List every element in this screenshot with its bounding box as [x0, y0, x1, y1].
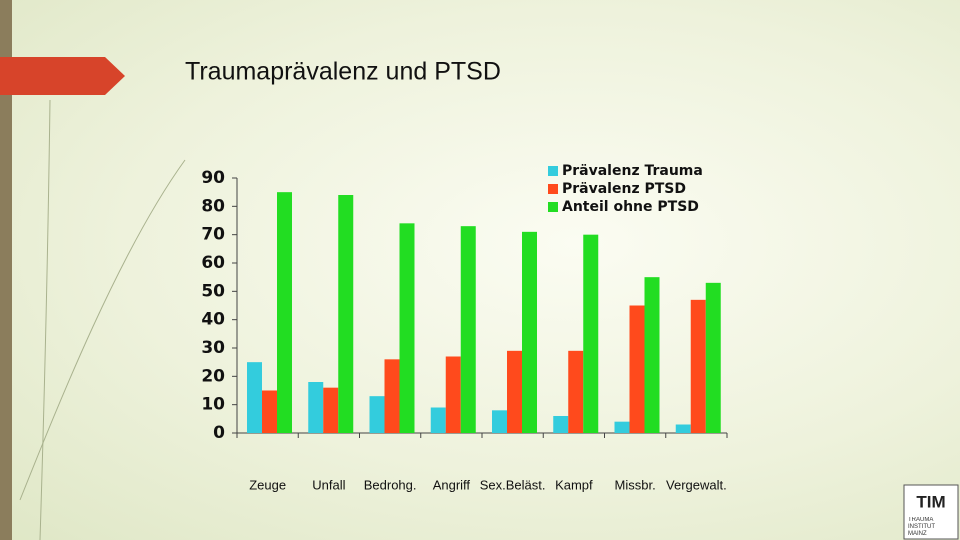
- bar: [323, 387, 339, 433]
- bar: [553, 416, 569, 433]
- bar: [338, 195, 354, 433]
- logo: [903, 484, 959, 540]
- x-tick-label: Unfall: [312, 477, 345, 492]
- bar: [247, 362, 262, 433]
- decor: [39, 99, 51, 540]
- chart-title: Traumaprävalenz und PTSD: [185, 58, 501, 86]
- bar: [262, 390, 277, 433]
- y-tick-label: 60: [201, 253, 225, 273]
- bar: [507, 350, 522, 433]
- bar: [492, 410, 507, 433]
- y-tick-label: 70: [201, 225, 225, 245]
- y-tick-label: 0: [213, 423, 225, 443]
- bar: [675, 424, 691, 433]
- legend-label: Prävalenz PTSD: [562, 181, 686, 197]
- y-tick-label: 20: [201, 366, 225, 386]
- x-tick-label: Kampf: [555, 477, 593, 492]
- bar: [308, 382, 324, 433]
- decor: [19, 159, 186, 501]
- y-tick-label: 80: [201, 196, 225, 216]
- legend-label: Anteil ohne PTSD: [562, 199, 699, 215]
- bar: [277, 192, 292, 433]
- x-tick-label: Zeuge: [249, 477, 286, 492]
- y-tick-label: 40: [201, 310, 225, 330]
- side-stripe: [0, 0, 12, 540]
- x-tick-label: Missbr.: [615, 477, 656, 492]
- bar: [644, 277, 660, 433]
- bar: [460, 226, 476, 433]
- y-tick-label: 90: [201, 168, 225, 188]
- title-arrow: [0, 57, 125, 95]
- legend-swatch: [548, 202, 558, 212]
- bar: [583, 234, 599, 433]
- bar: [705, 282, 721, 433]
- bar: [369, 396, 385, 433]
- y-tick-label: 30: [201, 338, 225, 358]
- y-tick-label: 10: [201, 395, 225, 415]
- logo-text-box: TRAUMA INSTITUT MAINZ: [908, 517, 935, 537]
- x-tick-label: Vergewalt.: [666, 477, 727, 492]
- legend-swatch: [548, 184, 558, 194]
- x-tick-label: Sex.Beläst.: [480, 477, 546, 492]
- bar: [690, 299, 706, 433]
- bar: [629, 305, 645, 433]
- bar: [445, 356, 461, 433]
- legend-swatch: [548, 166, 558, 176]
- logo-text: TRAUMA INSTITUT MAINZ: [908, 517, 935, 537]
- bar: [614, 421, 630, 433]
- x-tick-label: Bedrohg.: [364, 477, 417, 492]
- legend-label: Prävalenz Trauma: [562, 163, 703, 179]
- bar: [522, 231, 537, 433]
- x-tick-label: Angriff: [433, 477, 471, 492]
- bar: [568, 350, 584, 433]
- logo-mark: TIM: [916, 492, 945, 511]
- bar: [384, 359, 400, 433]
- bar: [430, 407, 446, 433]
- y-tick-label: 50: [201, 281, 225, 301]
- bar: [399, 223, 415, 433]
